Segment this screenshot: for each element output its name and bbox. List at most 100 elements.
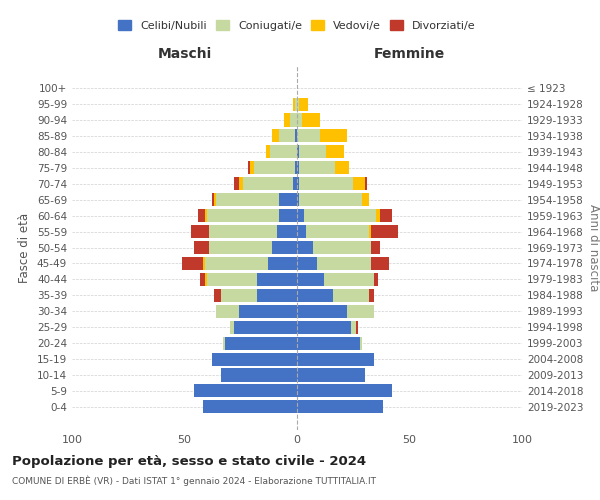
Bar <box>299 162 335 174</box>
Bar <box>355 320 358 334</box>
Bar <box>362 193 369 206</box>
Bar <box>265 146 270 158</box>
Y-axis label: Anni di nascita: Anni di nascita <box>587 204 600 291</box>
Bar <box>297 336 360 349</box>
Bar <box>297 146 299 158</box>
Bar <box>326 146 344 158</box>
Bar <box>272 241 297 254</box>
Bar <box>297 193 299 206</box>
Bar <box>373 273 378 286</box>
Bar <box>216 304 239 318</box>
Bar <box>207 273 257 286</box>
Bar <box>369 225 371 238</box>
Bar <box>371 241 380 254</box>
Bar <box>297 225 306 238</box>
Bar <box>297 130 320 142</box>
Bar <box>205 273 207 286</box>
Bar <box>203 400 297 413</box>
Bar <box>320 130 347 142</box>
Bar <box>225 336 297 349</box>
Bar <box>257 289 297 302</box>
Bar <box>248 162 250 174</box>
Bar <box>324 273 373 286</box>
Bar <box>203 257 205 270</box>
Bar <box>221 368 297 382</box>
Bar <box>209 241 272 254</box>
Bar <box>250 162 254 174</box>
Bar <box>353 177 365 190</box>
Bar <box>297 177 299 190</box>
Bar <box>295 130 297 142</box>
Bar <box>335 162 349 174</box>
Bar <box>371 257 389 270</box>
Bar <box>297 400 383 413</box>
Bar <box>371 225 398 238</box>
Bar <box>209 225 277 238</box>
Bar <box>347 304 373 318</box>
Bar <box>293 177 297 190</box>
Bar <box>297 241 313 254</box>
Bar <box>376 209 380 222</box>
Bar <box>214 193 216 206</box>
Bar <box>193 384 297 398</box>
Bar <box>295 162 297 174</box>
Bar <box>200 273 205 286</box>
Legend: Celibi/Nubili, Coniugati/e, Vedovi/e, Divorziati/e: Celibi/Nubili, Coniugati/e, Vedovi/e, Di… <box>114 16 480 36</box>
Bar <box>299 177 353 190</box>
Bar <box>380 209 392 222</box>
Bar <box>297 352 373 366</box>
Bar <box>221 289 257 302</box>
Bar <box>306 225 369 238</box>
Y-axis label: Fasce di età: Fasce di età <box>19 212 31 282</box>
Bar <box>257 273 297 286</box>
Text: Maschi: Maschi <box>157 47 212 61</box>
Bar <box>243 177 293 190</box>
Bar <box>333 289 369 302</box>
Bar <box>304 209 376 222</box>
Bar <box>214 289 221 302</box>
Bar <box>205 209 207 222</box>
Bar <box>234 177 239 190</box>
Bar <box>360 336 362 349</box>
Bar <box>297 273 324 286</box>
Bar <box>182 257 203 270</box>
Bar <box>279 193 297 206</box>
Bar <box>295 98 297 110</box>
Bar <box>212 352 297 366</box>
Bar <box>369 289 373 302</box>
Bar <box>205 257 268 270</box>
Bar <box>302 114 320 126</box>
Bar <box>297 162 299 174</box>
Bar <box>297 98 299 110</box>
Text: Popolazione per età, sesso e stato civile - 2024: Popolazione per età, sesso e stato civil… <box>12 455 366 468</box>
Bar <box>207 209 279 222</box>
Bar <box>317 257 371 270</box>
Bar <box>351 320 355 334</box>
Bar <box>239 177 243 190</box>
Bar <box>290 114 297 126</box>
Bar <box>254 162 295 174</box>
Bar <box>297 304 347 318</box>
Bar <box>297 384 392 398</box>
Bar <box>234 320 297 334</box>
Bar <box>239 304 297 318</box>
Bar <box>297 320 351 334</box>
Bar <box>216 193 279 206</box>
Bar <box>277 225 297 238</box>
Bar <box>297 368 365 382</box>
Bar <box>272 130 279 142</box>
Bar <box>299 193 362 206</box>
Bar <box>299 146 326 158</box>
Bar <box>212 193 214 206</box>
Bar <box>268 257 297 270</box>
Text: COMUNE DI ERBÈ (VR) - Dati ISTAT 1° gennaio 2024 - Elaborazione TUTTITALIA.IT: COMUNE DI ERBÈ (VR) - Dati ISTAT 1° genn… <box>12 475 376 486</box>
Bar <box>229 320 234 334</box>
Bar <box>198 209 205 222</box>
Bar <box>270 146 297 158</box>
Bar <box>297 257 317 270</box>
Bar <box>191 225 209 238</box>
Bar <box>223 336 225 349</box>
Bar <box>284 114 290 126</box>
Bar <box>299 98 308 110</box>
Bar <box>365 177 367 190</box>
